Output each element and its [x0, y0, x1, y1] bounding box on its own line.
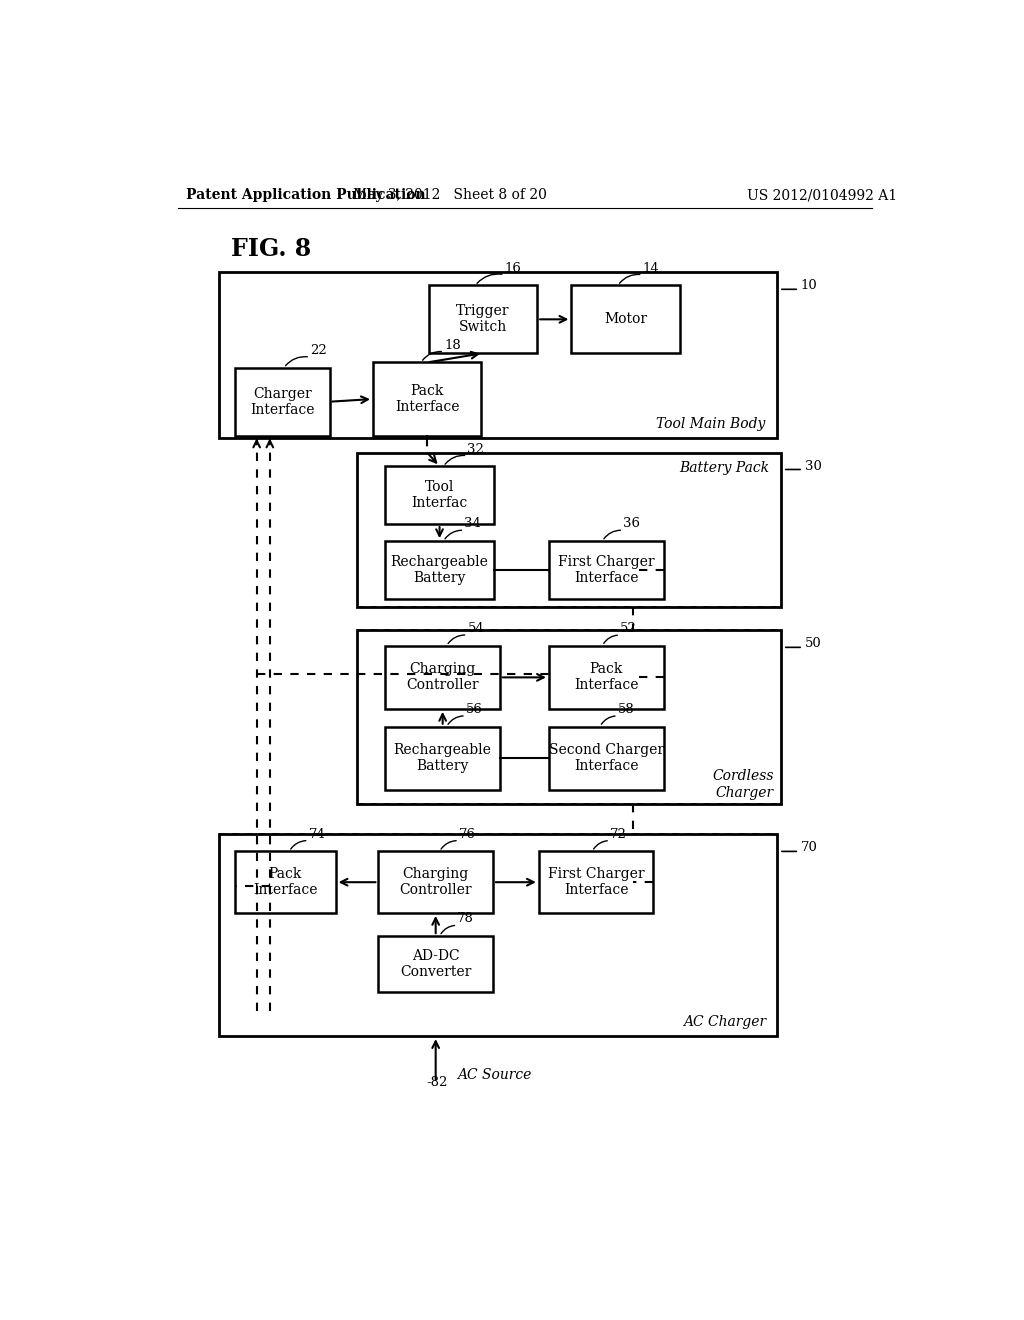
Bar: [385, 541, 494, 599]
Text: First Charger
Interface: First Charger Interface: [558, 554, 654, 585]
Text: Tool
Interfac: Tool Interfac: [412, 480, 468, 511]
Bar: [378, 936, 493, 991]
Bar: [571, 285, 680, 354]
Bar: [234, 851, 336, 913]
Text: Trigger
Switch: Trigger Switch: [457, 304, 510, 334]
Text: Motor: Motor: [604, 313, 647, 326]
Text: Rechargeable
Battery: Rechargeable Battery: [393, 743, 492, 774]
Text: AD-DC
Converter: AD-DC Converter: [400, 949, 471, 979]
Text: Charger
Interface: Charger Interface: [250, 387, 314, 417]
Text: 72: 72: [610, 828, 627, 841]
Bar: [385, 726, 500, 789]
Bar: [356, 453, 781, 607]
Text: First Charger
Interface: First Charger Interface: [548, 867, 644, 898]
Text: 32: 32: [467, 442, 484, 455]
Bar: [385, 645, 500, 709]
Text: FIG. 8: FIG. 8: [231, 238, 311, 261]
Text: 76: 76: [459, 828, 476, 841]
Text: AC Source: AC Source: [458, 1068, 531, 1081]
Bar: [219, 272, 777, 438]
Text: 14: 14: [643, 261, 659, 275]
Bar: [385, 466, 494, 524]
Bar: [549, 645, 664, 709]
Text: 52: 52: [621, 622, 637, 635]
Bar: [373, 363, 481, 436]
Text: Cordless
Charger: Cordless Charger: [712, 770, 773, 800]
Bar: [539, 851, 653, 913]
Text: 56: 56: [466, 702, 482, 715]
Text: AC Charger: AC Charger: [683, 1015, 766, 1030]
Text: Pack
Interface: Pack Interface: [395, 384, 460, 414]
Text: 22: 22: [310, 345, 327, 358]
Text: -82: -82: [426, 1076, 447, 1089]
Text: 16: 16: [505, 261, 521, 275]
Text: Rechargeable
Battery: Rechargeable Battery: [390, 554, 488, 585]
Text: 70: 70: [801, 841, 817, 854]
Text: Battery Pack: Battery Pack: [680, 461, 770, 475]
Text: 54: 54: [467, 622, 484, 635]
Bar: [549, 541, 664, 599]
Bar: [429, 285, 538, 354]
Text: May 3, 2012   Sheet 8 of 20: May 3, 2012 Sheet 8 of 20: [352, 189, 547, 202]
Text: Pack
Interface: Pack Interface: [573, 663, 638, 693]
Text: 10: 10: [801, 280, 817, 293]
Text: 36: 36: [624, 517, 640, 531]
Text: US 2012/0104992 A1: US 2012/0104992 A1: [746, 189, 897, 202]
Text: Charging
Controller: Charging Controller: [407, 663, 479, 693]
Text: Second Charger
Interface: Second Charger Interface: [549, 743, 664, 774]
Text: Charging
Controller: Charging Controller: [399, 867, 472, 898]
Text: 34: 34: [464, 517, 481, 531]
Bar: [234, 368, 330, 436]
Text: Pack
Interface: Pack Interface: [253, 867, 317, 898]
Bar: [356, 631, 781, 804]
Text: 18: 18: [444, 339, 461, 351]
Text: 30: 30: [805, 459, 821, 473]
Bar: [219, 834, 777, 1036]
Text: 58: 58: [617, 702, 635, 715]
Bar: [378, 851, 493, 913]
Text: 50: 50: [805, 638, 821, 651]
Text: Tool Main Body: Tool Main Body: [656, 417, 766, 432]
Text: 74: 74: [308, 828, 326, 841]
Bar: [549, 726, 664, 789]
Text: 78: 78: [458, 912, 474, 925]
Text: Patent Application Publication: Patent Application Publication: [186, 189, 426, 202]
